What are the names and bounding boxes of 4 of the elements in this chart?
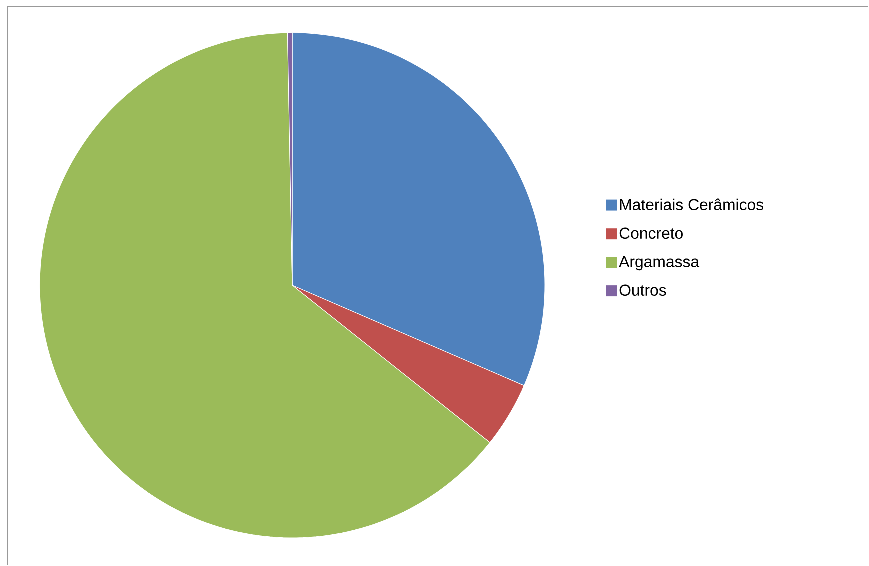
legend-label: Materiais Cerâmicos <box>620 198 764 211</box>
legend-label: Outros <box>620 284 666 296</box>
legend-label: Concreto <box>620 228 683 240</box>
legend-label: Argamassa <box>619 256 700 271</box>
